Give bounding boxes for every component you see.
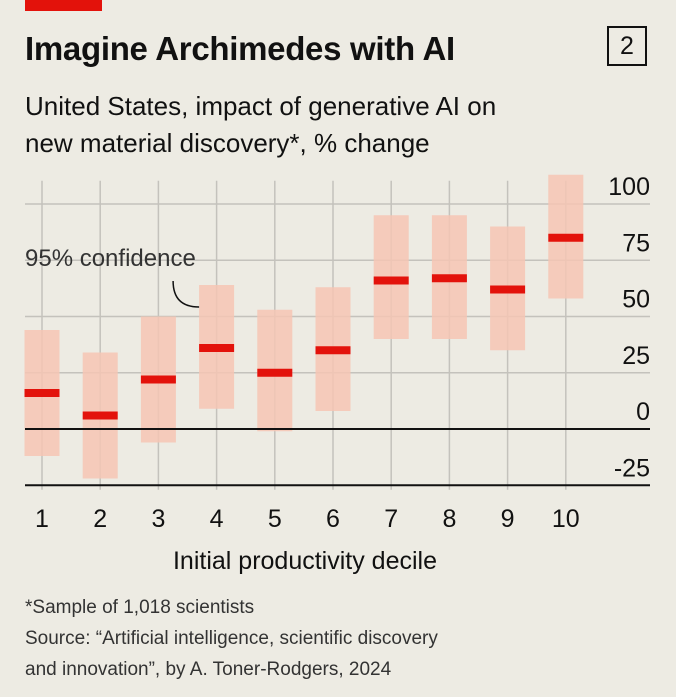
y-tick-label: 100 xyxy=(608,173,650,201)
y-tick-labels: -25 0 25 50 75 100 xyxy=(608,173,650,482)
brand-accent-bar xyxy=(25,0,102,11)
point-estimate-marker xyxy=(373,276,409,285)
chart-title: Imagine Archimedes with AI xyxy=(25,30,455,67)
x-tick-label: 8 xyxy=(442,505,456,533)
annotation-label: 95% confidence xyxy=(25,245,196,272)
y-tick-label: 25 xyxy=(622,342,650,370)
x-axis-label: Initial productivity decile xyxy=(173,547,437,575)
point-estimate-marker xyxy=(431,274,467,283)
point-estimate-marker xyxy=(315,346,351,355)
footnote-sample: *Sample of 1,018 scientists xyxy=(25,597,255,618)
y-tick-label: 50 xyxy=(622,286,650,314)
x-tick-label: 10 xyxy=(552,505,580,533)
x-tick-label: 9 xyxy=(501,505,515,533)
point-estimate-marker xyxy=(548,233,584,242)
x-tick-label: 4 xyxy=(210,505,224,533)
subtitle-line-2: new material discovery*, % change xyxy=(25,128,430,158)
chart-number-badge: 2 xyxy=(607,26,647,66)
x-tick-label: 1 xyxy=(35,505,49,533)
x-tick-label: 2 xyxy=(93,505,107,533)
y-tick-label: 75 xyxy=(622,229,650,257)
y-tick-label: -25 xyxy=(614,454,650,482)
x-tick-label: 7 xyxy=(384,505,398,533)
point-estimate-marker xyxy=(82,411,118,420)
point-estimate-marker xyxy=(24,389,60,397)
x-tick-labels: 1 2 3 4 5 6 7 8 9 10 xyxy=(35,505,580,533)
y-tick-label: 0 xyxy=(636,398,650,426)
chart-subtitle: United States, impact of generative AI o… xyxy=(25,88,645,162)
subtitle-line-1: United States, impact of generative AI o… xyxy=(25,91,497,121)
confidence-intervals xyxy=(24,174,584,479)
source-line-2: and innovation”, by A. Toner-Rodgers, 20… xyxy=(25,659,392,680)
point-estimate-marker xyxy=(140,375,176,384)
annotation-leader-line xyxy=(172,280,200,308)
source-line-1: Source: “Artificial intelligence, scient… xyxy=(25,628,438,649)
point-estimate-marker xyxy=(199,344,235,352)
point-estimate-marker xyxy=(490,285,526,294)
point-estimates xyxy=(24,233,584,420)
x-tick-label: 6 xyxy=(326,505,340,533)
footnote: *Sample of 1,018 scientists Source: “Art… xyxy=(25,592,655,685)
x-tick-label: 5 xyxy=(268,505,282,533)
x-tick-label: 3 xyxy=(151,505,165,533)
point-estimate-marker xyxy=(257,368,293,377)
chart-plot: -25 0 25 50 75 100 1 2 3 4 5 6 7 8 9 10 95% confidence… xyxy=(24,173,650,575)
annotation: 95% confidence xyxy=(25,245,200,308)
